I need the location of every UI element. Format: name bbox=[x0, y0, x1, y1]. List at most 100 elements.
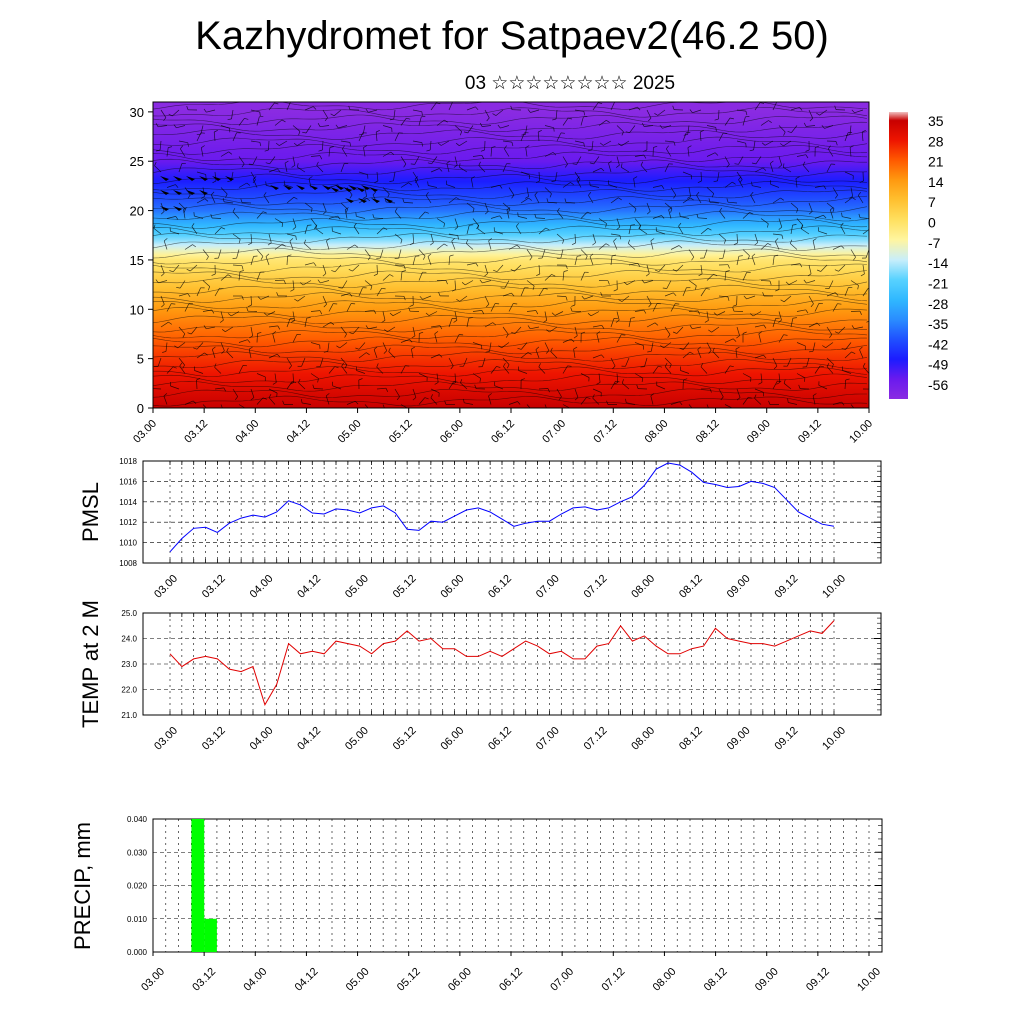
wind-barb bbox=[358, 287, 363, 297]
wind-barb-flag bbox=[247, 304, 252, 308]
wind-barb-flag bbox=[708, 350, 712, 354]
wind-barb-flag bbox=[760, 102, 765, 104]
wind-barb-flag bbox=[830, 207, 834, 211]
wind-barb bbox=[662, 125, 672, 129]
wind-barb-flag bbox=[175, 184, 179, 188]
wind-barb-flag bbox=[206, 256, 209, 261]
wind-barb-flag bbox=[171, 303, 176, 305]
wind-barb-flag bbox=[749, 149, 754, 152]
wind-barb-flag bbox=[553, 127, 555, 132]
wind-barb-flag bbox=[212, 346, 216, 350]
wind-barb bbox=[448, 233, 458, 237]
wind-barb bbox=[796, 342, 806, 347]
precip-x-tick-label: 05.00 bbox=[344, 966, 372, 994]
wind-barb bbox=[616, 218, 621, 228]
wind-barb-flag bbox=[302, 131, 307, 134]
wind-barb bbox=[411, 349, 414, 359]
wind-barb bbox=[650, 240, 654, 250]
wind-barb bbox=[327, 342, 330, 352]
wind-barb-flag bbox=[630, 317, 635, 319]
wind-barb bbox=[459, 166, 468, 173]
wind-barb bbox=[706, 342, 712, 351]
wind-barb-flag bbox=[517, 401, 521, 405]
wind-barb bbox=[760, 373, 763, 383]
wind-barb-flag bbox=[292, 381, 297, 383]
wind-barb bbox=[664, 163, 670, 173]
wind-barb bbox=[692, 109, 702, 114]
contour-line bbox=[153, 373, 868, 384]
wind-pennant bbox=[199, 176, 208, 181]
wind-barb bbox=[592, 354, 602, 359]
wind-barb-flag bbox=[355, 400, 359, 405]
wind-barb bbox=[820, 264, 828, 272]
wind-barb bbox=[274, 119, 283, 126]
wind-barb-flag bbox=[475, 106, 479, 111]
wind-barb-flag bbox=[535, 180, 540, 184]
wind-barb-flag bbox=[312, 384, 315, 389]
wind-barb-flag bbox=[662, 287, 667, 289]
wind-barb bbox=[286, 255, 288, 266]
wind-barb bbox=[430, 388, 440, 394]
wind-barb bbox=[322, 109, 328, 118]
wind-barb bbox=[718, 109, 720, 120]
wind-barb bbox=[670, 245, 680, 250]
wind-barb-flag bbox=[182, 364, 185, 369]
wind-barb-flag bbox=[365, 108, 369, 113]
wind-barb bbox=[502, 357, 510, 365]
wind-barb-flag bbox=[154, 161, 157, 166]
wind-barb bbox=[248, 349, 252, 359]
wind-barb bbox=[814, 365, 821, 374]
wind-barb-flag bbox=[834, 105, 837, 110]
wind-barb bbox=[320, 280, 330, 284]
wind-barb-flag bbox=[689, 351, 694, 355]
wind-barb bbox=[832, 401, 842, 405]
wind-pennant bbox=[283, 185, 292, 190]
wind-barb bbox=[758, 333, 762, 343]
wind-barb bbox=[826, 326, 833, 335]
wind-barb bbox=[783, 383, 792, 390]
wind-barb bbox=[310, 155, 321, 157]
wind-barb-flag bbox=[552, 118, 557, 121]
wind-barb bbox=[178, 202, 186, 210]
wind-barb-flag bbox=[212, 180, 217, 184]
wind-barb-flag bbox=[363, 196, 367, 199]
wind-barb bbox=[332, 230, 342, 235]
wind-barb bbox=[430, 325, 440, 328]
contour-line bbox=[153, 380, 868, 392]
heatmap-x-tick-label: 07.12 bbox=[591, 418, 619, 446]
wind-barb-flag bbox=[263, 312, 268, 316]
precip-y-tick-label: 0.010 bbox=[127, 915, 148, 924]
wind-barb bbox=[325, 395, 330, 405]
wind-barb-flag bbox=[723, 132, 728, 134]
wind-barb-flag bbox=[841, 212, 843, 217]
wind-barb-flag bbox=[468, 317, 473, 319]
wind-barb-flag bbox=[767, 223, 769, 228]
wind-barb-flag bbox=[700, 363, 704, 367]
wind-barb bbox=[344, 209, 348, 219]
wind-barb-flag bbox=[511, 194, 515, 199]
wind-barb bbox=[310, 310, 321, 312]
wind-barb bbox=[398, 249, 402, 259]
contour-line bbox=[153, 314, 868, 325]
wind-barb-flag bbox=[696, 191, 700, 196]
wind-barb bbox=[274, 243, 283, 250]
wind-barb bbox=[626, 402, 636, 405]
wind-barb-flag bbox=[481, 310, 485, 315]
contour-line bbox=[153, 203, 868, 214]
wind-barb-flag bbox=[293, 196, 298, 200]
wind-barb bbox=[394, 233, 403, 240]
wind-barb bbox=[400, 339, 410, 343]
heatmap-x-tick-label: 09.12 bbox=[796, 418, 824, 446]
temp-x-tick-label: 04.12 bbox=[295, 725, 323, 753]
wind-barb-flag bbox=[543, 320, 547, 323]
wind-barb-flag bbox=[725, 270, 730, 272]
wind-barb bbox=[352, 264, 360, 272]
wind-barb bbox=[718, 295, 729, 298]
wind-barb-flag bbox=[738, 255, 743, 257]
temp-x-tick-label: 06.12 bbox=[486, 725, 514, 753]
wind-barb bbox=[202, 309, 212, 312]
wind-barb bbox=[530, 326, 540, 330]
wind-barb-flag bbox=[577, 255, 582, 257]
wind-barb-flag bbox=[503, 362, 506, 367]
